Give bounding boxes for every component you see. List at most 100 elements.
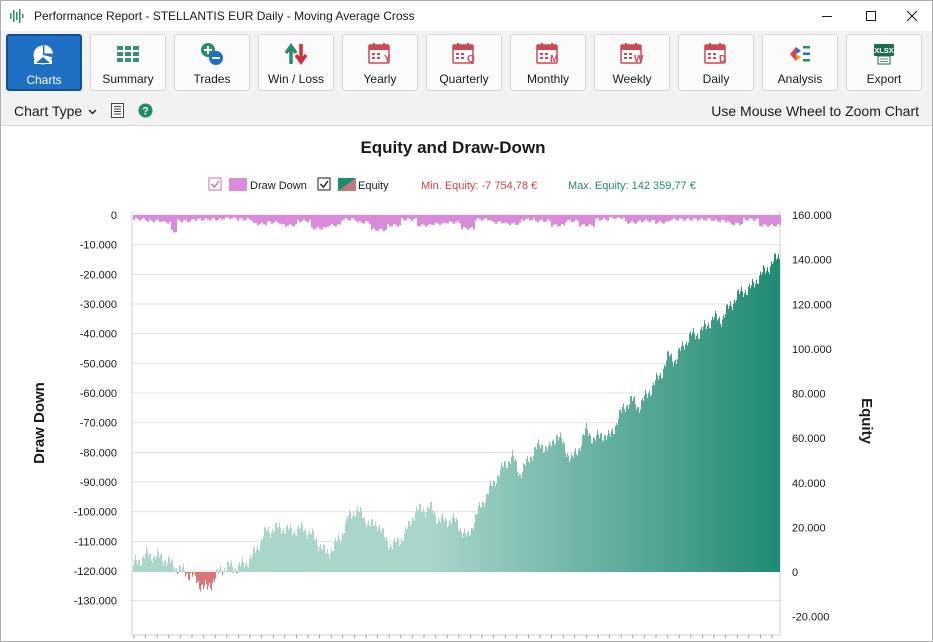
- drawdown-checkbox[interactable]: [208, 177, 222, 191]
- close-button[interactable]: [892, 1, 932, 31]
- drawdown-bar: [779, 215, 781, 225]
- equity-bar: [226, 570, 227, 572]
- equity-bar: [708, 322, 709, 572]
- legend-item-drawdown[interactable]: Draw Down: [208, 177, 307, 192]
- monthly-button[interactable]: M Monthly: [510, 34, 586, 91]
- equity-bar: [686, 341, 687, 572]
- equity-bar: [419, 503, 420, 572]
- export-button[interactable]: XLSX Export: [846, 34, 922, 91]
- drawdown-bar: [331, 215, 333, 224]
- equity-bar: [518, 475, 519, 572]
- equity-bar: [319, 546, 320, 572]
- equity-bar: [227, 562, 228, 572]
- equity-bar: [147, 550, 148, 572]
- quarterly-button[interactable]: Q Quarterly: [426, 34, 502, 91]
- drawdown-bar: [443, 215, 445, 223]
- equity-bar: [671, 353, 672, 572]
- equity-bar: [428, 508, 429, 572]
- daily-button[interactable]: D Daily: [678, 34, 754, 91]
- win-loss-button[interactable]: Win / Loss: [258, 34, 334, 91]
- equity-bar: [493, 480, 494, 572]
- yearly-button[interactable]: Y Yearly: [342, 34, 418, 91]
- equity-bar: [373, 525, 374, 572]
- equity-bar: [504, 461, 505, 572]
- drawdown-bar: [437, 215, 439, 224]
- equity-bar: [597, 429, 598, 572]
- equity-bar: [514, 460, 515, 572]
- drawdown-bar: [215, 215, 217, 221]
- drawdown-bar: [501, 215, 503, 224]
- drawdown-bar: [575, 215, 577, 220]
- analysis-button[interactable]: Analysis: [762, 34, 838, 91]
- equity-bar: [311, 533, 312, 572]
- drawdown-bar: [533, 215, 535, 219]
- document-list-icon[interactable]: [111, 103, 124, 118]
- svg-text:W: W: [634, 54, 644, 65]
- equity-bar: [766, 270, 767, 572]
- drawdown-bar: [255, 215, 257, 223]
- equity-bar: [285, 533, 286, 572]
- equity-bar: [233, 572, 234, 573]
- equity-bar: [291, 528, 292, 572]
- drawdown-bar: [591, 215, 593, 226]
- equity-bar: [283, 528, 284, 572]
- minimize-button[interactable]: [807, 1, 847, 31]
- equity-bar: [447, 527, 448, 572]
- drawdown-bar: [211, 215, 213, 219]
- drawdown-bar: [279, 215, 281, 224]
- equity-bar: [421, 511, 422, 572]
- equity-bar: [393, 541, 394, 572]
- equity-bar: [379, 524, 380, 572]
- equity-bar: [161, 553, 162, 572]
- equity-bar: [266, 531, 267, 572]
- equity-bar: [468, 530, 469, 572]
- equity-bar: [241, 563, 242, 572]
- equity-bar: [352, 516, 353, 572]
- equity-bar: [262, 540, 263, 572]
- equity-checkbox[interactable]: [317, 177, 331, 191]
- drawdown-bar: [459, 215, 461, 224]
- equity-drawdown-chart[interactable]: Equity and Draw-Down Draw Down Equity Mi…: [1, 127, 932, 641]
- equity-bar: [258, 549, 259, 572]
- equity-bar: [694, 333, 695, 572]
- charts-button[interactable]: Charts: [6, 34, 82, 91]
- drawdown-bar: [373, 215, 375, 229]
- equity-bar: [590, 435, 591, 572]
- equity-bar: [629, 404, 630, 572]
- chart-legend: Draw Down Equity Min. Equity: -7 754,78 …: [208, 177, 696, 192]
- drawdown-bar: [195, 215, 197, 221]
- equity-bar: [256, 549, 257, 572]
- legend-item-equity[interactable]: Equity: [317, 177, 389, 192]
- trades-button[interactable]: Trades: [174, 34, 250, 91]
- equity-bar: [207, 572, 208, 590]
- equity-bar: [366, 528, 367, 572]
- equity-bar: [691, 335, 692, 572]
- equity-bar: [757, 283, 758, 572]
- equity-bar: [619, 409, 620, 572]
- drawdown-bar: [497, 215, 499, 222]
- equity-bar: [201, 572, 202, 586]
- equity-bar: [539, 445, 540, 572]
- equity-bar: [525, 465, 526, 572]
- equity-bar: [216, 569, 217, 572]
- equity-bar: [360, 506, 361, 572]
- equity-bar: [660, 372, 661, 572]
- equity-bar: [622, 407, 623, 572]
- drawdown-bar: [529, 215, 531, 221]
- drawdown-bar: [267, 215, 269, 222]
- equity-bar: [729, 305, 730, 572]
- equity-bar: [251, 558, 252, 572]
- weekly-button[interactable]: W Weekly: [594, 34, 670, 91]
- drawdown-bar: [655, 215, 657, 224]
- help-icon[interactable]: ?: [138, 103, 153, 118]
- chart-type-dropdown[interactable]: Chart Type: [14, 103, 97, 119]
- summary-button[interactable]: Summary: [90, 34, 166, 91]
- maximize-button[interactable]: [851, 1, 891, 31]
- equity-area: [133, 253, 780, 592]
- drawdown-bar: [327, 215, 329, 227]
- equity-bar: [592, 443, 593, 572]
- equity-bar: [489, 486, 490, 572]
- left-tick-label: -100.000: [74, 507, 117, 519]
- equity-bar: [296, 535, 297, 572]
- svg-text:D: D: [719, 54, 726, 65]
